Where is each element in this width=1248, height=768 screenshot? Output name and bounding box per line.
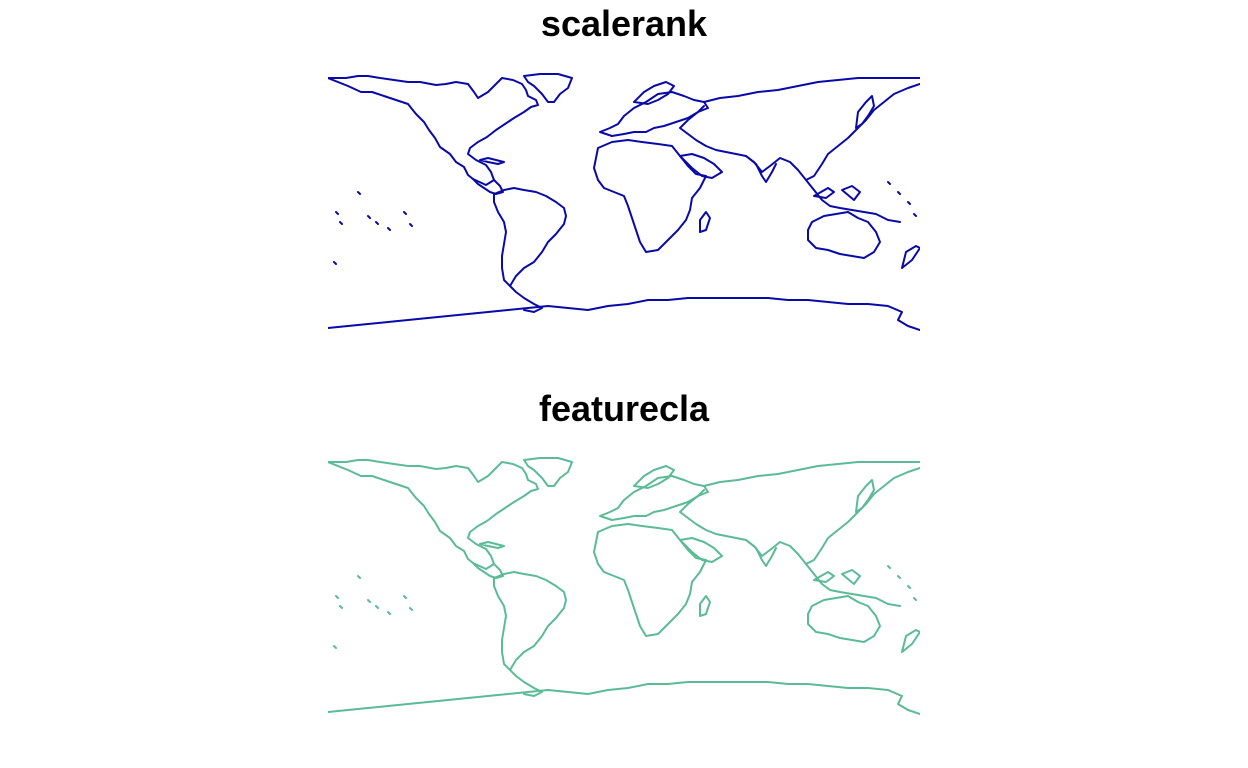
antarctica-coast (328, 297, 920, 331)
pacific-islands (333, 565, 917, 649)
arabia-india-coast (679, 537, 777, 567)
africa-coast (593, 523, 707, 637)
north-america-coast (328, 75, 539, 186)
australia-coast (807, 595, 881, 643)
africa-coast (593, 139, 707, 253)
antarctic-peninsula-coast (509, 285, 543, 313)
coastline-map-scalerank (328, 73, 920, 331)
south-america-coast (493, 571, 567, 671)
panel-title-scalerank: scalerank (540, 3, 708, 44)
antarctica-coast (328, 681, 920, 715)
greenland-coast (523, 73, 573, 103)
central-america-coast (472, 562, 504, 579)
greenland-coast (523, 457, 573, 487)
japan-coast (855, 95, 875, 129)
new-zealand-coast (901, 629, 920, 653)
australia-coast (807, 211, 881, 259)
north-america-coast (328, 459, 539, 570)
south-america-coast (493, 187, 567, 287)
new-zealand-coast (901, 245, 920, 269)
southeast-asia-coast (805, 563, 901, 607)
europe-coast (599, 475, 709, 521)
pacific-islands (333, 181, 917, 265)
central-america-coast (472, 178, 504, 195)
caribbean-coast (479, 541, 505, 549)
coastline-map-featurecla (328, 457, 920, 715)
caribbean-coast (479, 157, 505, 165)
europe-coast (599, 91, 709, 137)
southeast-asia-coast (805, 179, 901, 223)
panel-title-featurecla: featurecla (538, 388, 710, 429)
arabia-india-coast (679, 153, 777, 183)
scandinavia-coast (633, 465, 675, 489)
antarctic-peninsula-coast (509, 669, 543, 697)
scandinavia-coast (633, 81, 675, 105)
madagascar-coast (699, 595, 711, 617)
japan-coast (855, 479, 875, 513)
madagascar-coast (699, 211, 711, 233)
